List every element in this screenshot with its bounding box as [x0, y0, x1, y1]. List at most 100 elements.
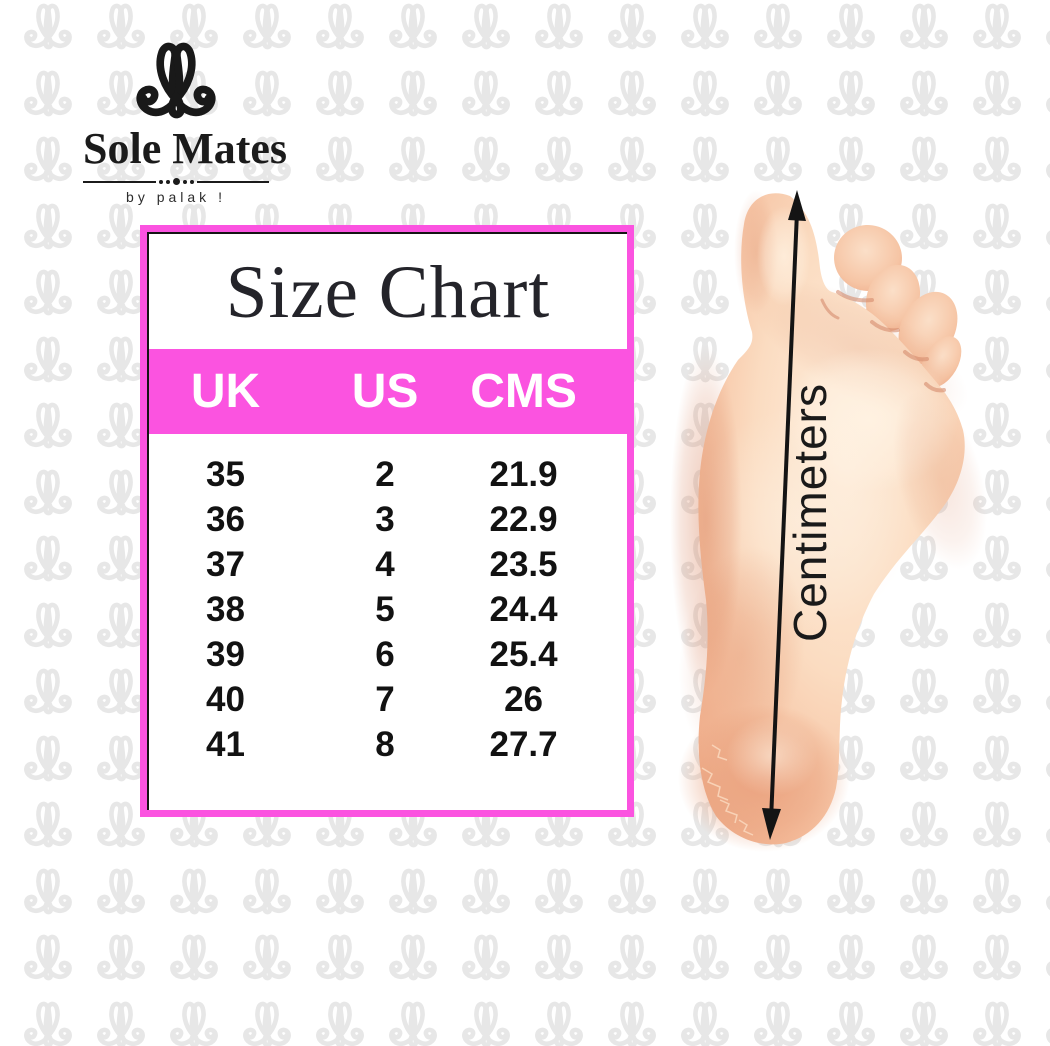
size-cell: 35	[206, 455, 245, 494]
size-table-body: 35 2 21.9 36 3 22.9 37 4 23.5 38 5 24.4 39 6 25.4 40 7 26…	[149, 434, 627, 767]
monogram-pattern-icon	[603, 69, 661, 121]
table-row: 38 5 24.4	[149, 587, 627, 632]
monogram-pattern-icon	[384, 135, 442, 187]
monogram-pattern-icon	[530, 2, 588, 54]
monogram-pattern-icon	[19, 2, 77, 54]
monogram-pattern-icon	[749, 1000, 807, 1046]
table-row: 40 7 26	[149, 677, 627, 722]
monogram-pattern-icon	[1041, 468, 1050, 520]
monogram-pattern-icon	[1041, 268, 1050, 320]
column-header-cms: CMS	[450, 349, 627, 434]
monogram-pattern-icon	[895, 69, 953, 121]
toe-creases	[820, 290, 946, 393]
monogram-pattern-icon	[822, 1000, 880, 1046]
monogram-pattern-icon	[895, 1000, 953, 1046]
monogram-pattern-icon	[19, 468, 77, 520]
monogram-pattern-icon	[0, 2, 4, 54]
monogram-pattern-icon	[530, 69, 588, 121]
monogram-pattern-icon	[968, 69, 1026, 121]
monogram-pattern-icon	[0, 401, 4, 453]
monogram-pattern-icon	[749, 69, 807, 121]
monogram-pattern-icon	[311, 1000, 369, 1046]
monogram-pattern-icon	[0, 667, 4, 719]
monogram-pattern-icon	[457, 1000, 515, 1046]
size-cell: 40	[206, 680, 245, 719]
monogram-pattern-icon	[1041, 202, 1050, 254]
monogram-pattern-icon	[1041, 335, 1050, 387]
monogram-pattern-icon	[165, 1000, 223, 1046]
monogram-pattern-icon	[457, 933, 515, 985]
size-cell: 23.5	[489, 545, 558, 584]
monogram-pattern-icon	[822, 69, 880, 121]
size-table-header: UK US CMS	[149, 349, 627, 434]
size-cell: 24.4	[489, 590, 558, 629]
monogram-pattern-icon	[1041, 601, 1050, 653]
monogram-pattern-icon	[1041, 69, 1050, 121]
monogram-pattern-icon	[1041, 667, 1050, 719]
monogram-pattern-icon	[92, 867, 150, 919]
monogram-pattern-icon	[603, 1000, 661, 1046]
monogram-pattern-icon	[895, 933, 953, 985]
monogram-pattern-icon	[0, 867, 4, 919]
monogram-pattern-icon	[895, 2, 953, 54]
monogram-pattern-icon	[384, 1000, 442, 1046]
monogram-pattern-icon	[238, 867, 296, 919]
brand-logo: Sole Mates by palak !	[83, 34, 288, 205]
size-cell: 4	[375, 545, 395, 584]
monogram-pattern-icon	[92, 1000, 150, 1046]
monogram-pattern-icon	[19, 534, 77, 586]
monogram-pattern-icon	[384, 2, 442, 54]
monogram-pattern-icon	[19, 69, 77, 121]
monogram-pattern-icon	[311, 933, 369, 985]
foot-illustration: Centimeters	[670, 190, 988, 852]
monogram-pattern-icon	[0, 800, 4, 852]
monogram-pattern-icon	[676, 2, 734, 54]
size-chart-title: Size Chart	[225, 251, 551, 334]
table-row: 39 6 25.4	[149, 632, 627, 677]
size-cell: 41	[206, 725, 245, 764]
size-cell: 27.7	[489, 725, 558, 764]
size-cell: 7	[375, 680, 395, 719]
table-row: 35 2 21.9	[149, 434, 627, 497]
measure-arrow	[762, 190, 806, 840]
monogram-pattern-icon	[1041, 1000, 1050, 1046]
brand-name: Sole Mates	[83, 124, 288, 173]
monogram-pattern-icon	[457, 135, 515, 187]
monogram-pattern-icon	[19, 268, 77, 320]
monogram-pattern-icon	[1041, 734, 1050, 786]
monogram-pattern-icon	[749, 2, 807, 54]
size-cell: 36	[206, 500, 245, 539]
monogram-pattern-icon	[0, 335, 4, 387]
monogram-pattern-icon	[0, 734, 4, 786]
monogram-pattern-icon	[603, 2, 661, 54]
monogram-pattern-icon	[19, 335, 77, 387]
monogram-pattern-icon	[0, 268, 4, 320]
header-row: UK US CMS	[149, 349, 627, 434]
monogram-pattern-icon	[1041, 401, 1050, 453]
heel-texture	[701, 744, 754, 836]
monogram-pattern-icon	[676, 933, 734, 985]
size-cell: 5	[375, 590, 395, 629]
monogram-pattern-icon	[0, 933, 4, 985]
monogram-pattern-icon	[0, 135, 4, 187]
monogram-pattern-icon	[19, 135, 77, 187]
arrow-head-bottom	[762, 808, 781, 840]
monogram-pattern-icon	[1041, 135, 1050, 187]
monogram-pattern-icon	[530, 135, 588, 187]
size-table: UK US CMS 35 2 21.9 36 3 22.9 37 4 23.5 38 5 24.4 39…	[149, 349, 627, 767]
monogram-pattern-icon	[1041, 534, 1050, 586]
size-chart-card: Size Chart UK US CMS 35 2 21.9 36 3 22.9 37 4 23…	[140, 225, 634, 817]
monogram-pattern-icon	[0, 601, 4, 653]
monogram-pattern-icon	[1041, 800, 1050, 852]
size-cell: 22.9	[489, 500, 558, 539]
monogram-pattern-icon	[749, 933, 807, 985]
monogram-pattern-icon	[676, 69, 734, 121]
monogram-pattern-icon	[968, 933, 1026, 985]
centimeters-label: Centimeters	[784, 383, 836, 642]
size-cell: 26	[504, 680, 544, 719]
monogram-pattern-icon	[457, 2, 515, 54]
monogram-pattern-icon	[384, 867, 442, 919]
size-cell: 21.9	[489, 455, 558, 494]
monogram-pattern-icon	[238, 933, 296, 985]
